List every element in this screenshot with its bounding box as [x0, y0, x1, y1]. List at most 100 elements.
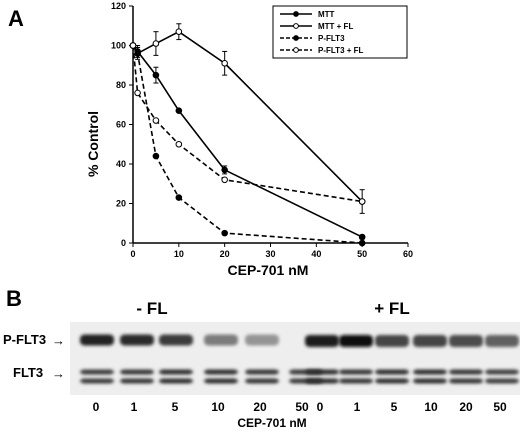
band-flt3-lower: [339, 378, 373, 384]
dose-label: 50: [493, 400, 507, 414]
data-point: [221, 166, 228, 174]
band-flt3-lower: [120, 378, 154, 384]
band-flt3-lower: [245, 378, 279, 384]
blot-x-axis-title: CEP-701 nM: [237, 416, 306, 430]
band-flt3-upper: [305, 369, 339, 375]
arrow-right-icon: →: [52, 366, 65, 381]
dose-label: 10: [424, 400, 438, 414]
x-tick-label: 0: [130, 249, 135, 259]
dose-label: 1: [131, 400, 138, 414]
blot-row-label-pflt3: P-FLT3 →: [3, 332, 65, 348]
dose-label: 20: [253, 400, 267, 414]
band-pflt3: [305, 335, 339, 347]
blot-condition-minus-fl: - FL: [136, 299, 167, 318]
legend-marker: [293, 23, 299, 29]
band-pflt3: [485, 335, 519, 347]
band-pflt3: [375, 335, 409, 347]
band-flt3-lower: [449, 378, 483, 384]
band-pflt3: [80, 334, 114, 346]
dose-label: 5: [391, 400, 398, 414]
western-blot-bands: [80, 334, 519, 384]
data-point: [134, 50, 141, 57]
blot-condition-plus-fl: + FL: [374, 299, 409, 318]
legend-marker: [293, 11, 299, 17]
arrow-right-icon: →: [52, 333, 65, 348]
dose-label: 5: [172, 400, 179, 414]
legend-label: MTT + FL: [318, 22, 353, 31]
y-tick-label: 20: [116, 199, 126, 209]
series-line: [132, 45, 363, 203]
band-flt3-upper: [245, 369, 279, 375]
y-tick-label: 100: [111, 41, 126, 51]
series-p-flt3-fl: [129, 42, 366, 205]
band-flt3-lower: [159, 378, 193, 384]
y-tick-label: 60: [116, 120, 126, 130]
panel-b-label: B: [6, 286, 22, 311]
legend-marker: [293, 35, 299, 41]
band-flt3-upper: [413, 369, 447, 375]
legend-label: P-FLT3 + FL: [318, 46, 364, 55]
chart-series: [129, 23, 366, 247]
band-flt3-upper: [204, 369, 238, 375]
data-point: [152, 71, 160, 79]
band-pflt3: [159, 334, 193, 346]
band-flt3-upper: [339, 369, 373, 375]
panel-a-label: A: [8, 6, 24, 31]
dose-label: 50: [295, 400, 309, 414]
legend-marker: [293, 47, 299, 53]
data-point: [175, 28, 183, 35]
band-flt3-upper: [375, 369, 409, 375]
dose-label: 0: [317, 400, 324, 414]
band-flt3-upper: [159, 369, 193, 375]
blot-row-label-flt3: FLT3 →: [13, 365, 65, 381]
x-tick-label: 10: [174, 249, 184, 259]
blot-dose-labels: 0 0 1 1 5 5 10 10 20 20 50 50: [93, 400, 507, 414]
data-point: [221, 176, 228, 184]
y-tick-labels: 0 20 40 60 80 100 120: [111, 1, 126, 248]
line-chart: 0 10 20 30 40 50 60 0 20 40 60 80 100 120 MTT MTT + F…: [111, 1, 413, 259]
band-flt3-upper: [120, 369, 154, 375]
data-point: [358, 239, 366, 247]
band-flt3-lower: [485, 378, 519, 384]
data-point: [358, 233, 366, 241]
series-mtt: [129, 42, 366, 241]
data-point: [221, 59, 228, 67]
legend-label: P-FLT3: [318, 34, 345, 43]
dose-label: 0: [93, 400, 100, 414]
band-pflt3: [245, 334, 279, 346]
data-point: [129, 42, 137, 49]
series-p-flt3: [129, 42, 366, 247]
chart-legend: MTT MTT + FL P-FLT3 P-FLT3 + FL: [272, 5, 408, 59]
data-point: [221, 229, 228, 237]
x-tick-label: 20: [220, 249, 230, 259]
data-point: [152, 152, 160, 160]
band-pflt3: [204, 334, 238, 346]
data-point: [152, 40, 160, 47]
band-flt3-lower: [204, 378, 238, 384]
y-tick-label: 80: [116, 80, 126, 90]
dose-label: 10: [211, 400, 225, 414]
blot-row-label-flt3-text: FLT3: [13, 365, 43, 380]
band-pflt3: [413, 335, 447, 347]
blot-membrane: [70, 322, 520, 395]
y-tick-label: 0: [121, 238, 126, 248]
x-tick-labels: 0 10 20 30 40 50 60: [130, 249, 413, 259]
x-tick-label: 60: [403, 249, 413, 259]
x-tick-label: 30: [265, 249, 275, 259]
y-tick-label: 40: [116, 159, 126, 169]
dose-label: 20: [459, 400, 473, 414]
band-flt3-upper: [485, 369, 519, 375]
legend-label: MTT: [318, 10, 335, 19]
dose-label: 1: [354, 400, 361, 414]
data-point: [134, 89, 141, 97]
x-axis-title: CEP-701 nM: [228, 262, 309, 278]
data-point: [175, 140, 183, 148]
data-point: [358, 198, 366, 205]
data-point: [152, 117, 160, 124]
band-pflt3: [449, 335, 483, 347]
x-tick-label: 40: [311, 249, 321, 259]
band-flt3-lower: [375, 378, 409, 384]
y-tick-label: 120: [111, 1, 126, 11]
band-flt3-upper: [80, 369, 114, 375]
